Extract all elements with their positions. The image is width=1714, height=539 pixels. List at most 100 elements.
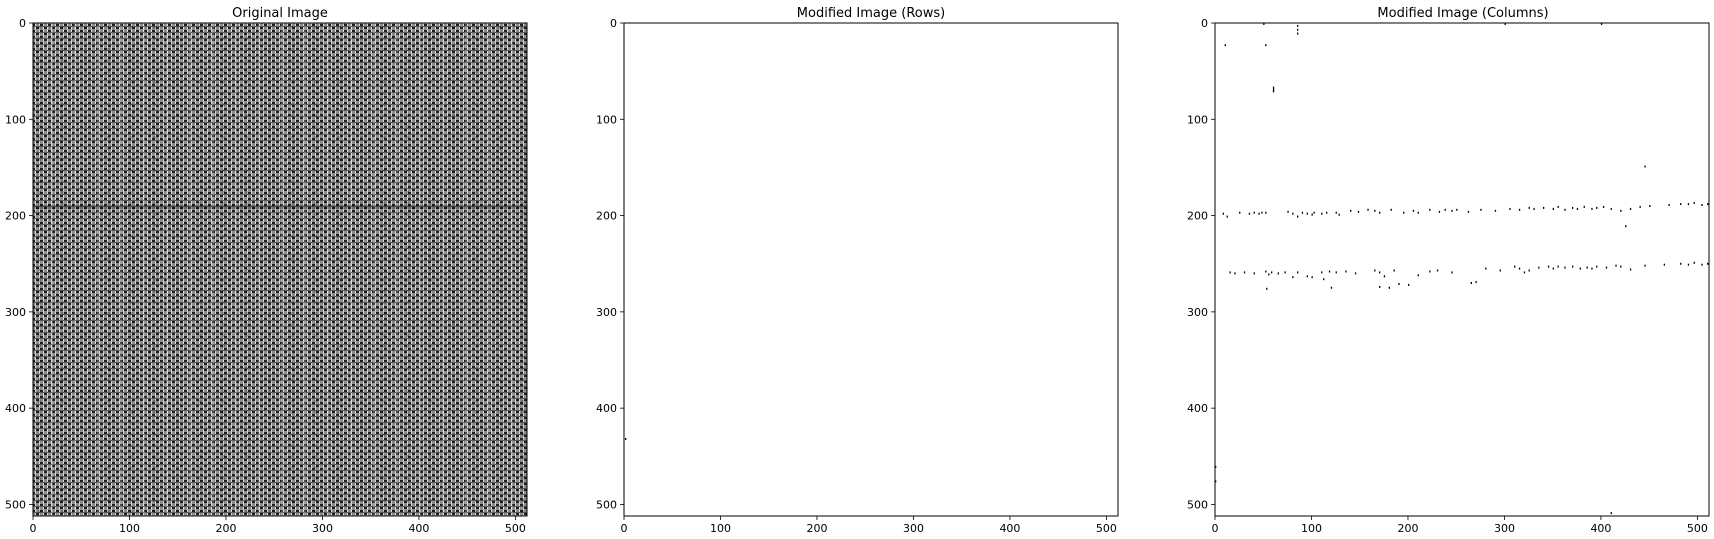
x-tick-label-columns-4: 400 — [1590, 522, 1611, 535]
image-area-original — [33, 23, 527, 516]
mark-columns-101 — [1436, 269, 1439, 272]
original-texture-variation — [33, 23, 527, 516]
mark-columns-122 — [1620, 265, 1622, 268]
mark-columns-11 — [1644, 165, 1646, 168]
x-tick-label-rows-2: 200 — [806, 522, 827, 535]
mark-columns-6 — [1224, 44, 1226, 47]
mark-columns-123 — [1629, 268, 1632, 271]
mark-columns-92 — [1354, 272, 1357, 275]
mark-columns-20 — [1265, 211, 1267, 214]
mark-columns-95 — [1383, 275, 1386, 278]
mark-columns-131 — [1266, 287, 1268, 290]
mark-columns-4 — [1504, 23, 1506, 25]
y-tick-label-original-0: 0 — [19, 17, 26, 30]
y-tick-label-columns-0: 0 — [1201, 17, 1208, 30]
mark-columns-89 — [1328, 270, 1331, 273]
mark-columns-48 — [1494, 209, 1497, 212]
mark-columns-116 — [1579, 267, 1581, 270]
y-tick-label-original-2: 200 — [5, 210, 26, 223]
y-tick-label-columns-4: 400 — [1187, 402, 1208, 415]
mark-columns-56 — [1564, 208, 1566, 211]
mark-columns-67 — [1649, 205, 1651, 207]
mark-columns-93 — [1374, 269, 1376, 272]
mark-columns-124 — [1644, 264, 1646, 267]
mark-columns-59 — [1583, 205, 1585, 208]
y-tick-label-rows-5: 500 — [596, 498, 617, 511]
y-ticks-columns: 0 100 200 300 400 500 — [1187, 17, 1215, 511]
mark-columns-94 — [1379, 271, 1381, 274]
mark-columns-82 — [1284, 271, 1286, 274]
mark-columns-64 — [1620, 209, 1622, 212]
mark-columns-129 — [1701, 263, 1703, 266]
mark-columns-17 — [1253, 211, 1255, 214]
mark-columns-54 — [1552, 207, 1554, 210]
x-tick-label-columns-3: 300 — [1494, 522, 1515, 535]
mark-columns-96 — [1393, 269, 1395, 272]
mark-columns-7 — [1265, 44, 1267, 47]
mark-columns-24 — [1301, 211, 1304, 214]
mark-columns-26 — [1311, 213, 1313, 216]
mark-columns-44 — [1451, 209, 1453, 212]
y-tick-label-rows-2: 200 — [596, 210, 617, 223]
mark-columns-100 — [1429, 270, 1431, 273]
x-tick-label-rows-3: 300 — [903, 522, 924, 535]
mark-columns-1 — [1297, 24, 1299, 27]
mark-columns-31 — [1338, 213, 1340, 216]
x-tick-label-original-0: 0 — [30, 522, 37, 535]
mark-columns-38 — [1403, 211, 1405, 214]
x-tick-label-original-5: 500 — [505, 522, 526, 535]
x-tick-label-columns-5: 500 — [1687, 522, 1708, 535]
mark-columns-138 — [1610, 512, 1612, 515]
mark-columns-60 — [1591, 207, 1593, 210]
mark-columns-105 — [1499, 269, 1501, 272]
mark-columns-62 — [1602, 205, 1605, 208]
y-ticks-rows: 0 100 200 300 400 500 — [596, 17, 624, 511]
x-tick-label-original-4: 400 — [408, 522, 429, 535]
mark-columns-119 — [1596, 265, 1598, 268]
panel-rows: Modified Image (Rows) 0 100 200 300 400 500 0… — [596, 6, 1119, 535]
mark-columns-103 — [1470, 282, 1472, 284]
mark-columns-22 — [1292, 212, 1294, 215]
mark-columns-106 — [1514, 265, 1516, 268]
x-tick-label-rows-1: 100 — [710, 522, 731, 535]
marks-columns — [1215, 23, 1709, 515]
mark-columns-37 — [1390, 208, 1392, 211]
mark-columns-98 — [1408, 283, 1410, 286]
y-tick-label-original-1: 100 — [5, 113, 26, 126]
mark-columns-47 — [1480, 208, 1482, 211]
mark-columns-90 — [1335, 271, 1337, 274]
x-tick-label-columns-2: 200 — [1397, 522, 1418, 535]
mark-columns-121 — [1615, 264, 1617, 267]
mark-columns-126 — [1680, 262, 1682, 265]
mark-columns-49 — [1509, 207, 1511, 210]
mark-columns-70 — [1687, 203, 1690, 206]
mark-columns-86 — [1311, 276, 1313, 279]
mark-columns-128 — [1693, 261, 1695, 264]
mark-columns-50 — [1518, 208, 1521, 211]
panel-original-title: Original Image — [232, 6, 328, 21]
mark-columns-65 — [1629, 207, 1632, 210]
x-tick-label-original-1: 100 — [119, 522, 140, 535]
mark-columns-68 — [1668, 204, 1670, 206]
mark-columns-97 — [1398, 283, 1400, 285]
mark-columns-0 — [1263, 23, 1265, 25]
mark-columns-63 — [1610, 207, 1612, 210]
x-tick-label-rows-4: 400 — [999, 522, 1020, 535]
mark-columns-137 — [1215, 480, 1217, 483]
mark-columns-117 — [1586, 266, 1588, 269]
mark-columns-80 — [1271, 271, 1273, 274]
mark-columns-102 — [1451, 271, 1453, 274]
x-ticks-columns: 0 100 200 300 400 500 — [1212, 516, 1708, 535]
mark-columns-107 — [1518, 267, 1521, 270]
mark-columns-35 — [1374, 209, 1376, 212]
mark-columns-111 — [1547, 265, 1550, 268]
mark-columns-85 — [1306, 275, 1308, 278]
mark-columns-81 — [1277, 272, 1279, 275]
mark-columns-12 — [1625, 225, 1627, 228]
mark-columns-77 — [1253, 272, 1255, 275]
mark-columns-61 — [1596, 206, 1598, 209]
mark-columns-72 — [1701, 204, 1703, 206]
mark-columns-25 — [1306, 212, 1308, 215]
y-tick-label-rows-3: 300 — [596, 306, 617, 319]
mark-columns-58 — [1576, 207, 1579, 210]
